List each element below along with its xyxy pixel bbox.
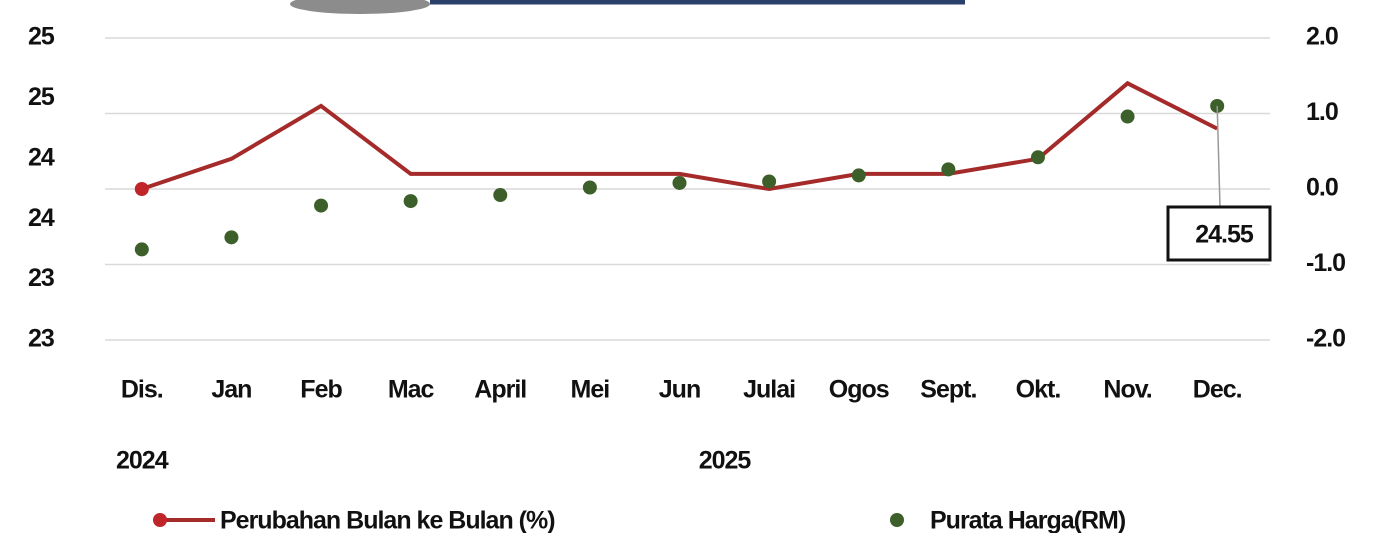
scatter-point xyxy=(762,174,777,189)
x-tick-label: Mei xyxy=(571,376,610,404)
scatter-point xyxy=(672,175,687,190)
y-tick-label: 23 xyxy=(28,264,54,292)
callout-box xyxy=(1166,205,1272,262)
scatter-point xyxy=(1030,150,1045,165)
legend-label: Purata Harga(RM) xyxy=(930,507,1126,533)
y-tick-label: 23 xyxy=(28,325,54,353)
y2-tick-label: 1.0 xyxy=(1306,98,1338,126)
scatter-point xyxy=(493,188,508,203)
scatter-point xyxy=(403,194,418,209)
x-tick-label: Dis. xyxy=(121,376,163,404)
y-tick-label: 24 xyxy=(28,204,55,232)
y2-tick-label: 0.0 xyxy=(1306,174,1338,202)
scatter-point xyxy=(582,180,597,195)
line-marker xyxy=(134,182,149,196)
x-tick-label: Okt. xyxy=(1016,376,1061,404)
x-tick-label: Mac xyxy=(388,376,435,404)
header-image xyxy=(290,0,430,14)
y-tick-label: 25 xyxy=(28,83,55,111)
series-line xyxy=(141,80,1219,192)
y2-tick-label: -1.0 xyxy=(1306,249,1345,277)
data-label: 24.55 xyxy=(1195,221,1254,249)
scatter-point xyxy=(224,230,239,245)
x-tick-label: Nov. xyxy=(1103,376,1151,404)
year-label: 2024 xyxy=(116,447,169,475)
x-tick-label: Jan xyxy=(211,376,251,404)
x-tick-label: Julai xyxy=(743,376,795,404)
x-tick-label: Ogos xyxy=(829,376,889,404)
x-tick-label: April xyxy=(474,376,526,404)
legend-label: Perubahan Bulan ke Bulan (%) xyxy=(220,507,555,533)
x-tick-label: Sept. xyxy=(920,376,976,404)
y-tick-label: 25 xyxy=(28,23,55,51)
year-label: 2025 xyxy=(699,447,752,475)
y2-tick-label: -2.0 xyxy=(1306,325,1345,353)
x-tick-label: Jun xyxy=(659,376,700,404)
scatter-point xyxy=(851,168,866,183)
scatter-point xyxy=(314,198,329,213)
scatter-point xyxy=(941,162,956,177)
callout-leader xyxy=(1216,105,1221,208)
scatter-point xyxy=(1120,109,1135,124)
y2-tick-label: 2.0 xyxy=(1306,23,1338,51)
x-tick-label: Feb xyxy=(300,376,342,404)
legend-marker xyxy=(153,513,167,527)
scatter-point xyxy=(134,242,149,257)
x-tick-label: Dec. xyxy=(1193,376,1242,404)
y-tick-label: 24 xyxy=(28,143,55,171)
legend-marker xyxy=(890,513,904,527)
